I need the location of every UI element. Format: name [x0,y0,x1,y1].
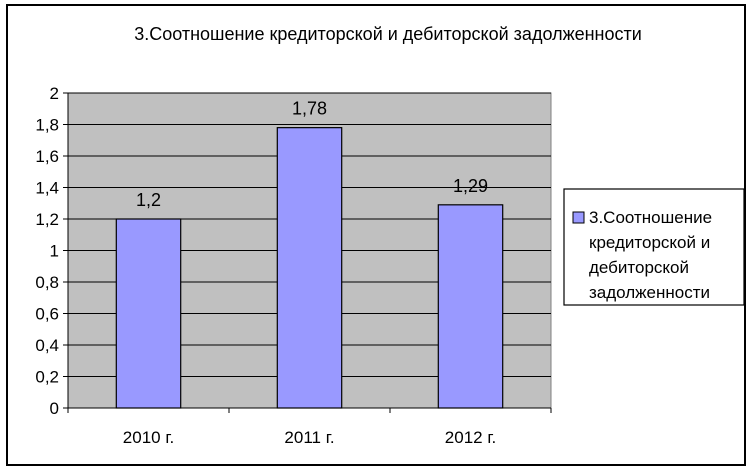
y-tick-label: 0,4 [35,336,59,355]
y-tick-label: 1,8 [35,116,59,135]
y-tick-label: 2 [50,84,59,103]
plot-area: 0 0,2 0,4 0,6 0,8 1 1,2 1,4 1,6 1,8 2 1,2 2010 г. 1,7… [35,84,552,447]
x-tick-label: 2010 г. [123,428,174,447]
data-label: 1,2 [136,190,161,210]
y-tick-label: 1 [50,242,59,261]
legend-box [563,188,745,306]
legend-label: дебиторской [589,258,689,277]
y-tick-label: 1,4 [35,179,59,198]
bar [115,218,182,409]
y-tick-label: 0,2 [35,368,59,387]
chart-frame: 3.Соотношение кредиторской и дебиторской… [6,4,746,466]
data-label: 1,78 [292,99,327,119]
legend-label: задолженности [589,283,710,302]
y-tick-label: 0 [50,399,59,418]
y-tick-label: 0,8 [35,273,59,292]
bar [437,204,504,409]
legend-label: 3.Соотношение [589,208,712,227]
y-tick-label: 0,6 [35,305,59,324]
data-label: 1,29 [453,176,488,196]
chart-title: 3.Соотношение кредиторской и дебиторской… [134,24,642,44]
legend-swatch [572,211,585,224]
bar [276,127,343,409]
y-tick-label: 1,2 [35,210,59,229]
x-tick-label: 2011 г. [284,428,334,447]
legend-label: кредиторской и [589,233,710,252]
x-tick-label: 2012 г. [445,428,496,447]
bar-chart: 3.Соотношение кредиторской и дебиторской… [35,24,745,447]
y-tick-label: 1,6 [35,147,59,166]
legend: 3.Соотношение кредиторской и дебиторской за… [563,188,745,306]
